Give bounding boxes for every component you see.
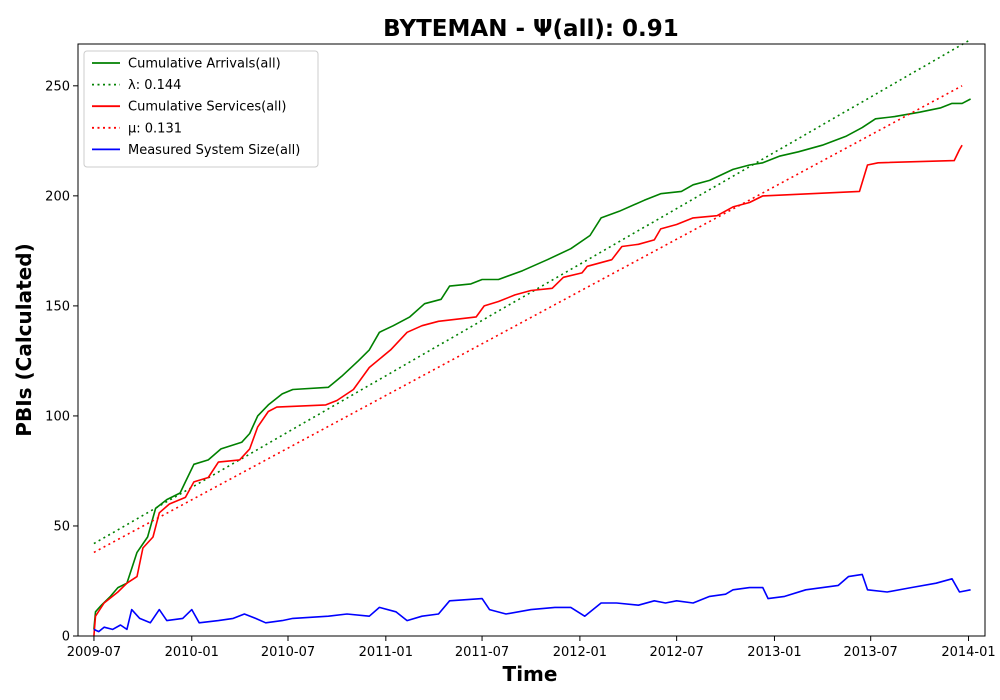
y-axis-title: PBIs (Calculated) [12,243,36,436]
x-tick-label: 2009-07 [67,645,121,660]
legend-label-4: Measured System Size(all) [128,143,300,158]
series-line-0 [93,98,971,630]
y-tick-label: 200 [45,189,70,204]
legend: Cumulative Arrivals(all) λ: 0.144 Cumulati… [83,50,319,168]
x-tick-label: 2013-07 [844,645,898,660]
y-tick-label: 100 [45,409,70,424]
legend-box [83,50,319,168]
x-tick-label: 2010-07 [261,645,315,660]
y-axis: 0 50 100 150 200 250 [45,79,78,645]
x-tick-label: 2011-01 [359,645,413,660]
x-tick-label: 2011-07 [455,645,509,660]
series-line-4 [93,573,971,633]
y-tick-label: 0 [62,630,70,645]
chart-title: BYTEMAN - Ψ(all): 0.91 [383,16,679,42]
x-tick-label: 2010-01 [165,645,219,660]
x-axis: 2009-07 2010-01 2010-07 2011-01 2011-07 2012-… [67,636,996,660]
series-line-2 [93,144,963,637]
legend-label-0: Cumulative Arrivals(all) [128,57,281,72]
series-line-1 [93,38,971,545]
plot-frame [77,43,986,637]
legend-label-3: μ: 0.131 [128,121,182,136]
y-tick-label: 50 [53,519,70,534]
legend-label-1: λ: 0.144 [128,78,181,93]
series-line-3 [93,85,963,554]
y-tick-label: 250 [45,79,70,94]
x-tick-label: 2012-07 [649,645,703,660]
x-tick-label: 2013-01 [747,645,801,660]
x-axis-title: Time [503,662,558,686]
x-tick-label: 2012-01 [553,645,607,660]
y-tick-label: 150 [45,299,70,314]
x-tick-label: 2014-01 [941,645,995,660]
legend-label-2: Cumulative Services(all) [128,100,286,115]
plot-series [93,38,971,637]
